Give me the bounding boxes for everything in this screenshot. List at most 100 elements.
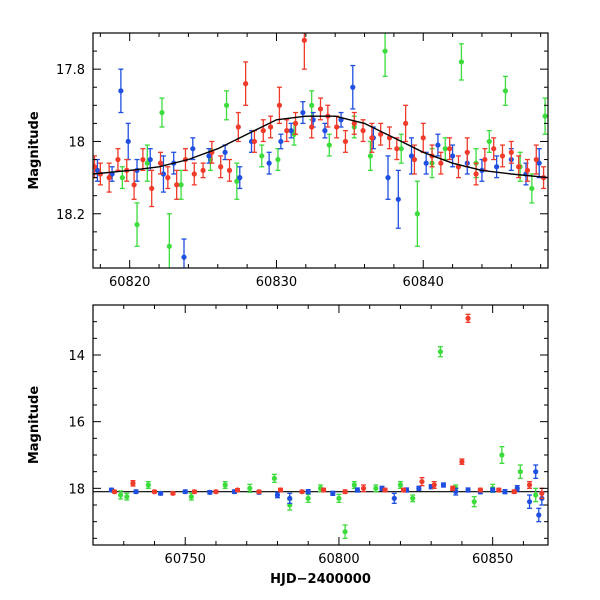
red-data-point bbox=[213, 489, 219, 495]
red-data-point bbox=[174, 169, 180, 200]
blue-data-point bbox=[288, 122, 294, 139]
blue-data-point bbox=[350, 64, 356, 110]
blue-data-point bbox=[158, 490, 164, 496]
blue-data-point bbox=[502, 489, 508, 495]
green-data-point bbox=[336, 493, 342, 503]
blue-data-point bbox=[526, 494, 533, 509]
green-data-point bbox=[178, 169, 184, 200]
red-data-point bbox=[151, 489, 158, 495]
red-data-point bbox=[526, 481, 533, 489]
red-data-point bbox=[419, 477, 425, 487]
blue-data-point bbox=[133, 489, 139, 495]
green-data-point bbox=[145, 481, 151, 489]
blue-data-point bbox=[449, 144, 456, 168]
blue-data-point bbox=[385, 155, 391, 200]
top-panel-zoom: 60820 60830 60840 17.8 18 18.2 Magnitude bbox=[27, 32, 549, 290]
green-data-point bbox=[326, 133, 332, 157]
blue-data-point bbox=[391, 492, 397, 504]
red-data-point bbox=[508, 140, 514, 164]
red-data-point bbox=[533, 144, 539, 175]
y-tick-label: 18.2 bbox=[56, 208, 85, 223]
blue-data-point bbox=[181, 238, 187, 268]
x-tick-label: 60840 bbox=[403, 275, 444, 290]
blue-data-point bbox=[206, 148, 212, 164]
x-tick-label: 60830 bbox=[256, 275, 297, 290]
top-panel-marks bbox=[93, 33, 548, 268]
red-data-point bbox=[473, 162, 479, 186]
green-data-point bbox=[542, 97, 548, 135]
x-tick-label: 60800 bbox=[318, 552, 359, 567]
blue-data-point bbox=[440, 482, 447, 488]
red-data-point bbox=[438, 151, 444, 175]
red-data-point bbox=[459, 458, 465, 465]
red-data-point bbox=[243, 61, 249, 106]
red-data-point bbox=[499, 144, 506, 168]
bottom-panel-x-axis-label: HJD−2400000 bbox=[270, 572, 371, 587]
red-data-point bbox=[482, 148, 488, 172]
x-tick-label: 60750 bbox=[165, 552, 206, 567]
blue-data-point bbox=[147, 148, 153, 172]
top-panel-ticks: 60820 60830 60840 17.8 18 18.2 bbox=[56, 33, 548, 290]
green-data-point bbox=[144, 144, 150, 182]
red-data-point bbox=[130, 480, 136, 487]
blue-data-point bbox=[490, 487, 496, 493]
green-data-point bbox=[458, 43, 465, 81]
red-data-point bbox=[524, 158, 531, 182]
blue-data-point bbox=[274, 491, 281, 499]
red-data-point bbox=[400, 487, 407, 493]
green-data-point bbox=[367, 140, 374, 172]
blue-data-point bbox=[435, 133, 441, 157]
top-panel-frame bbox=[92, 32, 549, 269]
blue-data-point bbox=[125, 122, 131, 161]
red-data-point bbox=[342, 489, 348, 495]
green-data-point bbox=[159, 97, 165, 128]
blue-data-point bbox=[287, 492, 293, 504]
red-data-point bbox=[477, 487, 483, 493]
green-data-point bbox=[398, 133, 404, 164]
red-data-point bbox=[111, 489, 118, 495]
red-data-point bbox=[403, 104, 409, 143]
blue-data-point bbox=[408, 137, 415, 175]
model-curve bbox=[93, 115, 548, 179]
green-data-point bbox=[342, 524, 348, 539]
red-data-point bbox=[301, 33, 307, 70]
red-data-point bbox=[342, 129, 349, 153]
red-data-point bbox=[386, 126, 393, 150]
red-data-point bbox=[351, 111, 357, 135]
red-data-point bbox=[465, 313, 471, 323]
red-data-point bbox=[140, 148, 146, 172]
red-data-point bbox=[226, 158, 233, 182]
red-data-point bbox=[277, 487, 284, 493]
green-data-point bbox=[414, 180, 420, 247]
y-tick-label: 17.8 bbox=[56, 63, 85, 78]
red-data-point bbox=[450, 485, 456, 491]
red-data-point bbox=[200, 162, 206, 179]
green-data-point bbox=[502, 75, 509, 106]
blue-data-point bbox=[118, 68, 124, 114]
green-data-point bbox=[471, 496, 477, 508]
y-tick-label: 16 bbox=[68, 416, 85, 431]
blue-data-point bbox=[416, 485, 422, 491]
red-data-point bbox=[115, 148, 121, 172]
red-data-point bbox=[420, 122, 426, 153]
green-data-point bbox=[234, 162, 240, 200]
red-data-point bbox=[131, 169, 137, 200]
red-data-point bbox=[106, 162, 112, 193]
red-data-point bbox=[251, 129, 258, 153]
blue-data-point bbox=[395, 169, 401, 229]
green-data-point bbox=[410, 494, 416, 503]
blue-data-point bbox=[494, 155, 500, 179]
y-tick-label: 18 bbox=[68, 482, 85, 497]
blue-data-point bbox=[533, 464, 539, 479]
red-data-point bbox=[320, 487, 327, 493]
blue-data-point bbox=[536, 148, 542, 179]
red-data-point bbox=[360, 484, 367, 493]
green-data-point bbox=[124, 492, 130, 501]
red-data-point bbox=[256, 489, 262, 495]
blue-data-point bbox=[160, 155, 167, 193]
red-data-point bbox=[234, 487, 241, 493]
green-data-point bbox=[373, 484, 379, 493]
red-data-point bbox=[299, 489, 305, 495]
green-data-point bbox=[437, 346, 443, 358]
blue-data-point bbox=[207, 489, 213, 495]
